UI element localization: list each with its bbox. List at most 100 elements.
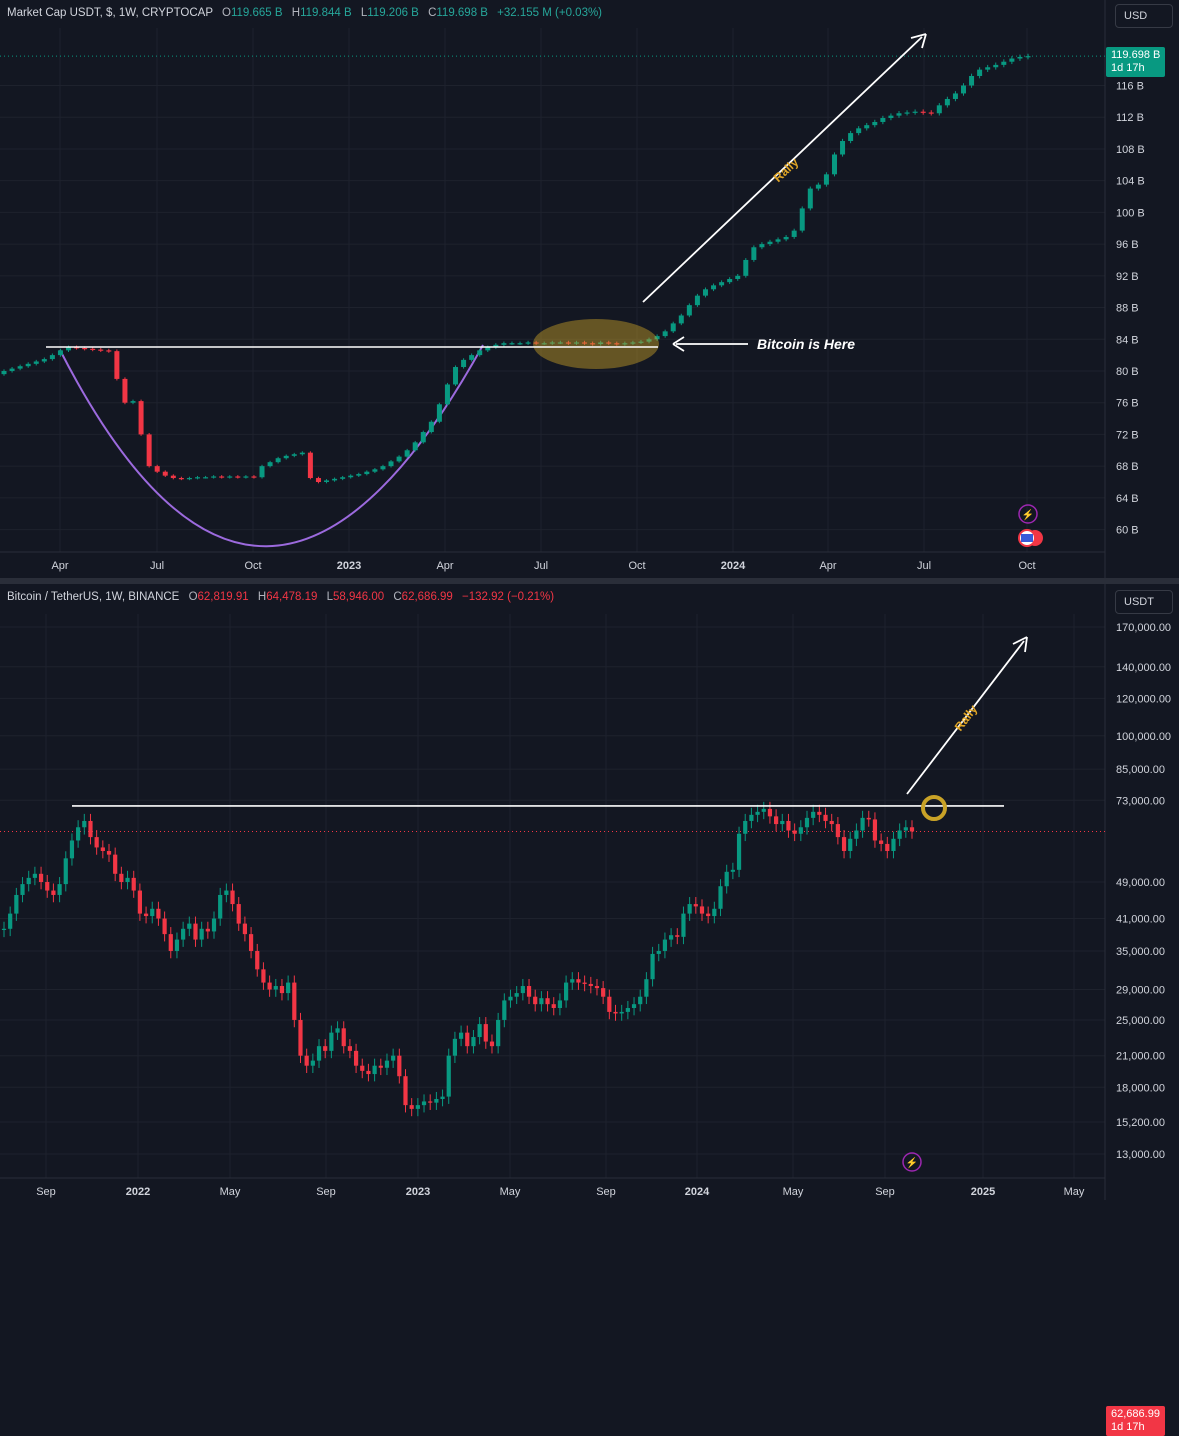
- candle-up: [33, 361, 39, 364]
- candle-up: [428, 421, 434, 433]
- candle-up: [541, 343, 547, 345]
- candle-down: [255, 950, 260, 970]
- candle-down: [178, 478, 184, 480]
- candle-down: [607, 996, 612, 1012]
- candle-up: [57, 350, 63, 356]
- candle-up: [730, 869, 735, 872]
- candle-down: [122, 378, 128, 403]
- candle-up: [69, 840, 75, 859]
- cup-curve: [59, 344, 484, 548]
- candle-up: [743, 259, 749, 276]
- price-badge: 119.698 B 1d 17h: [1106, 47, 1166, 77]
- candle-up: [727, 278, 733, 283]
- candle-up: [767, 241, 773, 245]
- candle-down: [298, 1019, 303, 1056]
- candle-down: [582, 342, 588, 344]
- candle-down: [613, 1011, 618, 1014]
- x-tick-label: Jul: [917, 560, 931, 572]
- candle-down: [872, 819, 878, 841]
- candle-up: [831, 154, 837, 175]
- candle-down: [378, 1065, 383, 1068]
- candle-up: [735, 275, 741, 279]
- candle-up: [761, 808, 766, 812]
- candle-up: [380, 466, 386, 470]
- candle-up: [823, 174, 829, 185]
- candle-up: [638, 996, 643, 1005]
- candle-down: [106, 851, 112, 855]
- candle-up: [694, 295, 700, 306]
- currency-button[interactable]: USDT: [1115, 590, 1173, 614]
- candle-up: [654, 336, 660, 340]
- candle-up: [9, 368, 15, 371]
- candle-up: [477, 1024, 482, 1038]
- candle-down: [242, 923, 247, 935]
- candle-down: [409, 1105, 414, 1109]
- candle-up: [49, 355, 55, 360]
- candle-down: [565, 342, 571, 344]
- candle-up: [186, 478, 192, 480]
- candle-down: [304, 1055, 309, 1066]
- breakout-marker: [921, 795, 947, 821]
- candle-down: [428, 1101, 433, 1103]
- candle-down: [162, 471, 168, 476]
- candle-up: [150, 908, 155, 917]
- btc-chart[interactable]: 170,000.00 140,000.00 120,000.00 100,000.00…: [0, 584, 1179, 1200]
- y-tick-label: 64 B: [1116, 493, 1139, 505]
- legend-close-label: C: [428, 7, 437, 19]
- badge-price: 62,686.99: [1111, 1408, 1160, 1420]
- candle-down: [323, 1046, 328, 1051]
- y-tick-label: 21,000.00: [1116, 1051, 1165, 1063]
- candle-up: [897, 830, 902, 839]
- x-tick-label: May: [500, 1186, 521, 1198]
- candle-up: [332, 478, 338, 481]
- candle-up: [356, 474, 362, 476]
- candle-down: [146, 434, 152, 467]
- candle-down: [193, 923, 198, 940]
- legend-open-label: O: [188, 591, 198, 603]
- candle-up: [630, 342, 636, 344]
- candle-up: [275, 458, 281, 463]
- candle-down: [230, 890, 235, 905]
- pane-separator[interactable]: [0, 578, 1179, 584]
- candle-up: [316, 1046, 322, 1061]
- candle-up: [446, 1055, 451, 1097]
- candle-up: [681, 913, 686, 937]
- candle-down: [106, 350, 112, 352]
- candle-up: [372, 1065, 377, 1075]
- candle-up: [896, 113, 902, 116]
- candle-down: [114, 351, 120, 379]
- candle-up: [815, 184, 821, 189]
- candle-down: [51, 890, 56, 895]
- candle-up: [259, 466, 265, 478]
- candle-down: [786, 820, 791, 831]
- market-cap-panel: 116 B 112 B 108 B 104 B 100 B 96 B 92 B 88 B 84 …: [0, 0, 1179, 578]
- candle-down: [119, 873, 124, 883]
- y-tick-label: 60 B: [1116, 525, 1139, 537]
- candle-up: [203, 477, 209, 479]
- candle-up: [755, 811, 760, 815]
- y-tick-label: 88 B: [1116, 303, 1139, 315]
- candle-up: [420, 432, 426, 443]
- candle-up: [66, 347, 72, 351]
- candle-down: [251, 476, 257, 478]
- candle-up: [993, 64, 999, 68]
- x-tick-label: May: [1064, 1186, 1085, 1198]
- candle-down: [699, 906, 705, 914]
- candle-up: [57, 884, 62, 895]
- candle-up: [174, 939, 180, 951]
- candle-up: [310, 1060, 315, 1066]
- candle-down: [817, 811, 822, 815]
- candle-up: [384, 1060, 390, 1068]
- market-cap-chart[interactable]: 116 B 112 B 108 B 104 B 100 B 96 B 92 B 88 B 84 …: [0, 0, 1179, 578]
- candle-up: [944, 98, 950, 106]
- candle-up: [573, 342, 579, 344]
- y-tick-label: 15,200.00: [1116, 1117, 1165, 1129]
- y-tick-label: 13,000.00: [1116, 1149, 1165, 1161]
- candle-down: [90, 348, 96, 350]
- candle-up: [783, 236, 789, 240]
- legend-close: 62,686.99: [401, 591, 453, 603]
- currency-button[interactable]: USD: [1115, 4, 1173, 28]
- candle-up: [977, 69, 983, 76]
- candle-up: [372, 469, 378, 472]
- candle-up: [32, 873, 37, 878]
